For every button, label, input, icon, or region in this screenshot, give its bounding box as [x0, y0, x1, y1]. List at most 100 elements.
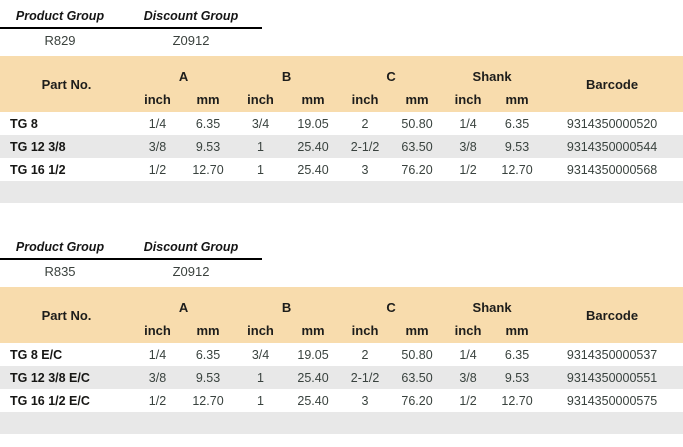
- column-header-c-inch: inch: [339, 86, 392, 112]
- b-mm-cell: 25.40: [297, 393, 329, 408]
- column-header-a: A: [133, 287, 235, 317]
- a-inch-cell: 3/8: [148, 370, 167, 385]
- barcode-cell: 9314350000551: [566, 370, 658, 385]
- b-mm-cell: 19.05: [297, 116, 329, 131]
- spec-table: Part No. A B C Shank Barcode inch mm inc…: [0, 287, 683, 434]
- c-mm-cell: 63.50: [401, 370, 433, 385]
- part-no-cell: TG 16 1/2: [10, 162, 66, 177]
- column-header-a-mm: mm: [182, 86, 235, 112]
- barcode-cell: 9314350000520: [566, 116, 658, 131]
- column-header-part-no: Part No.: [0, 287, 133, 343]
- shank-inch-cell: 3/8: [459, 139, 477, 154]
- shank-mm-cell: 6.35: [504, 116, 530, 131]
- column-header-c: C: [339, 56, 444, 86]
- b-mm-cell: 25.40: [297, 139, 329, 154]
- barcode-cell: 9314350000575: [566, 393, 658, 408]
- empty-row: [0, 181, 683, 203]
- a-inch-cell: 1/2: [148, 162, 167, 177]
- empty-row: [0, 412, 683, 434]
- column-header-c-mm: mm: [391, 86, 444, 112]
- c-mm-cell: 63.50: [401, 139, 433, 154]
- column-header-shank: Shank: [443, 56, 542, 86]
- column-header-c-inch: inch: [339, 317, 392, 343]
- a-inch-cell: 1/4: [148, 347, 167, 362]
- c-mm-cell: 76.20: [401, 162, 433, 177]
- column-header-part-no: Part No.: [0, 56, 133, 112]
- b-inch-cell: 1: [257, 162, 264, 177]
- barcode-cell: 9314350000537: [566, 347, 658, 362]
- c-mm-cell: 76.20: [401, 393, 433, 408]
- shank-inch-cell: 3/8: [459, 370, 477, 385]
- discount-group-value: Z0912: [172, 33, 210, 48]
- table-row: TG 12 3/8 E/C 3/8 9.53 1 25.40 2-1/2 63.…: [0, 366, 683, 389]
- a-mm-cell: 6.35: [195, 347, 221, 362]
- shank-mm-cell: 12.70: [501, 393, 533, 408]
- group-header: Product Group Discount Group R835 Z0912: [0, 236, 262, 285]
- product-group-value: R835: [44, 264, 76, 279]
- shank-inch-cell: 1/2: [459, 393, 477, 408]
- b-mm-cell: 25.40: [297, 370, 329, 385]
- discount-group-value: Z0912: [172, 264, 210, 279]
- column-header-a: A: [133, 56, 235, 86]
- product-section-r829: Product Group Discount Group R829 Z0912 …: [0, 0, 683, 203]
- b-mm-cell: 19.05: [297, 347, 329, 362]
- group-header-values: R829 Z0912: [0, 29, 262, 54]
- column-header-shank-mm: mm: [493, 86, 542, 112]
- shank-inch-cell: 1/4: [459, 116, 477, 131]
- barcode-cell: 9314350000568: [566, 162, 658, 177]
- shank-mm-cell: 6.35: [504, 347, 530, 362]
- c-inch-cell: 2: [361, 347, 369, 362]
- column-header-a-inch: inch: [133, 86, 182, 112]
- a-mm-cell: 12.70: [192, 393, 224, 408]
- column-header-barcode: Barcode: [541, 287, 683, 343]
- group-header-labels: Product Group Discount Group: [0, 236, 262, 260]
- b-mm-cell: 25.40: [297, 162, 329, 177]
- discount-group-label: Discount Group: [143, 9, 239, 23]
- a-inch-cell: 3/8: [148, 139, 167, 154]
- column-header-barcode: Barcode: [541, 56, 683, 112]
- c-inch-cell: 2: [361, 116, 369, 131]
- column-header-shank: Shank: [443, 287, 542, 317]
- b-inch-cell: 3/4: [251, 116, 270, 131]
- product-section-r835: Product Group Discount Group R835 Z0912 …: [0, 236, 683, 434]
- a-mm-cell: 9.53: [195, 139, 221, 154]
- c-inch-cell: 2-1/2: [350, 370, 380, 385]
- a-mm-cell: 9.53: [195, 370, 221, 385]
- product-group-label: Product Group: [15, 240, 105, 254]
- b-inch-cell: 1: [257, 393, 264, 408]
- part-no-cell: TG 12 3/8 E/C: [10, 370, 90, 385]
- group-header-labels: Product Group Discount Group: [0, 5, 262, 29]
- shank-mm-cell: 9.53: [504, 139, 530, 154]
- header-group-row: Part No. A B C Shank Barcode: [0, 287, 683, 343]
- column-header-b: B: [234, 56, 340, 86]
- header-sub-row: inch mm inch mm inch mm inch mm: [0, 86, 683, 112]
- empty-cell: [0, 181, 683, 203]
- header-group-row: Part No. A B C Shank Barcode: [0, 56, 683, 112]
- b-inch-cell: 1: [257, 370, 264, 385]
- c-mm-cell: 50.80: [401, 347, 433, 362]
- table-row: TG 16 1/2 1/2 12.70 1 25.40 3 76.20 1/2 …: [0, 158, 683, 181]
- column-header-b-mm: mm: [287, 317, 340, 343]
- c-inch-cell: 2-1/2: [350, 139, 380, 154]
- a-mm-cell: 6.35: [195, 116, 221, 131]
- table-row: TG 8 1/4 6.35 3/4 19.05 2 50.80 1/4 6.35…: [0, 112, 683, 135]
- column-header-c-mm: mm: [391, 317, 444, 343]
- column-header-shank-inch: inch: [443, 317, 494, 343]
- discount-group-label: Discount Group: [143, 240, 239, 254]
- column-header-shank-inch: inch: [443, 86, 494, 112]
- group-header-values: R835 Z0912: [0, 260, 262, 285]
- shank-inch-cell: 1/2: [459, 162, 477, 177]
- column-header-b-inch: inch: [234, 86, 288, 112]
- part-no-cell: TG 12 3/8: [10, 139, 66, 154]
- barcode-cell: 9314350000544: [566, 139, 658, 154]
- a-inch-cell: 1/2: [148, 393, 167, 408]
- column-header-c: C: [339, 287, 444, 317]
- column-header-shank-mm: mm: [493, 317, 542, 343]
- shank-inch-cell: 1/4: [459, 347, 477, 362]
- column-header-b-mm: mm: [287, 86, 340, 112]
- product-group-value: R829: [44, 33, 76, 48]
- a-mm-cell: 12.70: [192, 162, 224, 177]
- c-mm-cell: 50.80: [401, 116, 433, 131]
- group-header: Product Group Discount Group R829 Z0912: [0, 5, 262, 54]
